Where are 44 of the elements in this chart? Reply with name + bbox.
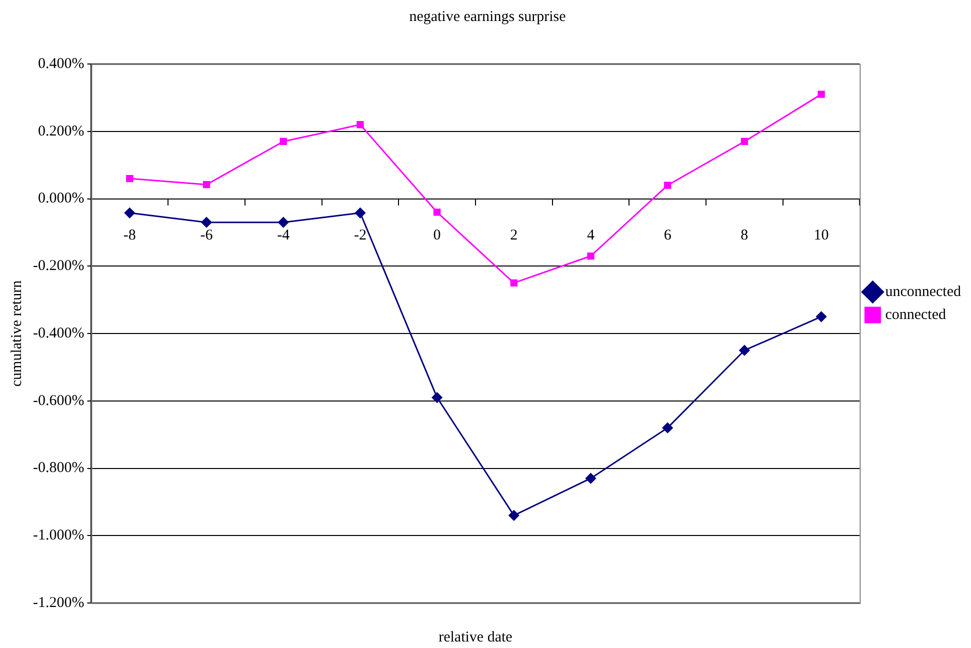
x-tick-label: -8 [123, 228, 136, 244]
point [124, 208, 135, 218]
x-tick-label: -6 [200, 228, 214, 244]
x-tick-label: 10 [814, 228, 829, 244]
point [508, 510, 520, 521]
y-tick-label: 0.400% [38, 56, 84, 72]
point [278, 217, 289, 228]
y-axis-title: cumulative return [8, 280, 25, 387]
point [587, 252, 594, 260]
point [433, 208, 441, 216]
point [510, 279, 518, 287]
point [126, 174, 134, 182]
y-tick-label: -0.200% [32, 258, 84, 274]
point [816, 311, 827, 322]
x-tick-label: 6 [664, 228, 672, 244]
point [354, 208, 366, 218]
y-tick-label: -1.000% [32, 528, 84, 544]
point [739, 345, 750, 356]
chart-title: negative earnings surprise [409, 8, 566, 25]
y-tick-label: -0.400% [32, 325, 84, 342]
point [356, 121, 364, 128]
x-tick-label: -2 [354, 228, 366, 244]
y-tick-label: -0.600% [32, 392, 84, 409]
point [202, 181, 210, 188]
point [585, 473, 596, 484]
x-tick-label: 4 [586, 228, 595, 244]
y-tick-label: 0.200% [38, 123, 84, 140]
point [280, 138, 287, 146]
y-tick-label: -1.200% [32, 594, 84, 611]
point [662, 422, 673, 434]
legend-label: unconnected [885, 284, 962, 300]
point [201, 217, 212, 228]
y-tick-label: -0.800% [32, 460, 84, 476]
legend-label: connected [885, 306, 946, 323]
point [818, 90, 825, 98]
y-tick-label: 0.000% [38, 190, 84, 207]
x-tick-label: -4 [277, 228, 290, 244]
x-tick-label: 0 [433, 228, 441, 244]
point [664, 182, 672, 189]
x-tick-label: 8 [740, 228, 748, 244]
x-axis-title: relative date [438, 629, 513, 646]
point [740, 138, 748, 146]
point [432, 392, 442, 403]
x-tick-label: 2 [510, 228, 518, 244]
